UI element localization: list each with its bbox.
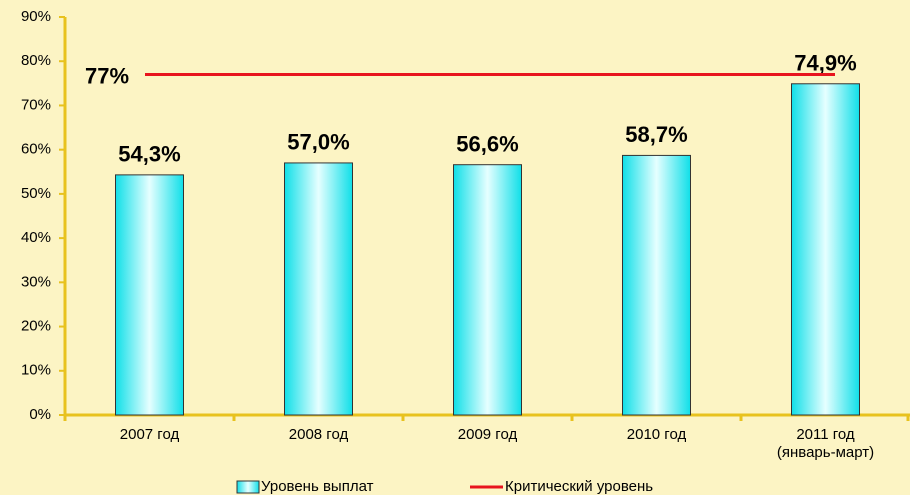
y-tick-label: 50% — [21, 185, 51, 202]
value-label: 74,9% — [794, 51, 856, 76]
bar — [453, 164, 522, 416]
bar — [791, 83, 860, 416]
y-tick-label: 30% — [21, 273, 51, 290]
legend-swatch — [236, 480, 260, 494]
value-label: 56,6% — [456, 132, 518, 157]
x-tick-label: 2011 год (январь-март) — [777, 426, 874, 461]
y-tick-label: 60% — [21, 141, 51, 158]
legend-label: Уровень выплат — [261, 478, 374, 495]
y-tick-label: 70% — [21, 96, 51, 113]
y-tick-label: 80% — [21, 52, 51, 69]
y-tick-label: 90% — [21, 8, 51, 25]
y-tick-label: 10% — [21, 362, 51, 379]
legend-label: Критический уровень — [505, 478, 653, 495]
x-tick-label: 2007 год — [120, 426, 180, 443]
x-tick-label: 2010 год — [627, 426, 687, 443]
y-tick-label: 0% — [29, 406, 51, 423]
value-label: 57,0% — [287, 130, 349, 155]
y-tick-label: 40% — [21, 229, 51, 246]
critical-label: 77% — [85, 63, 129, 88]
x-tick-label: 2009 год — [458, 426, 518, 443]
bar — [115, 174, 184, 416]
x-tick-label: 2008 год — [289, 426, 349, 443]
y-tick-label: 20% — [21, 318, 51, 335]
value-label: 58,7% — [625, 122, 687, 147]
bar — [622, 154, 691, 416]
value-label: 54,3% — [118, 142, 180, 167]
bar — [284, 162, 353, 416]
